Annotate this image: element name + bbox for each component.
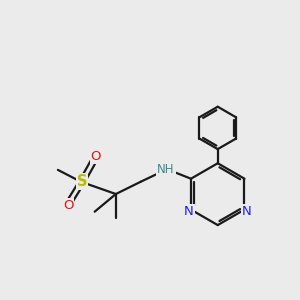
Text: N: N — [184, 205, 194, 218]
Text: O: O — [63, 199, 74, 212]
Text: NH: NH — [157, 163, 175, 176]
Text: N: N — [242, 205, 252, 218]
Text: S: S — [77, 174, 87, 189]
Text: O: O — [91, 149, 101, 163]
